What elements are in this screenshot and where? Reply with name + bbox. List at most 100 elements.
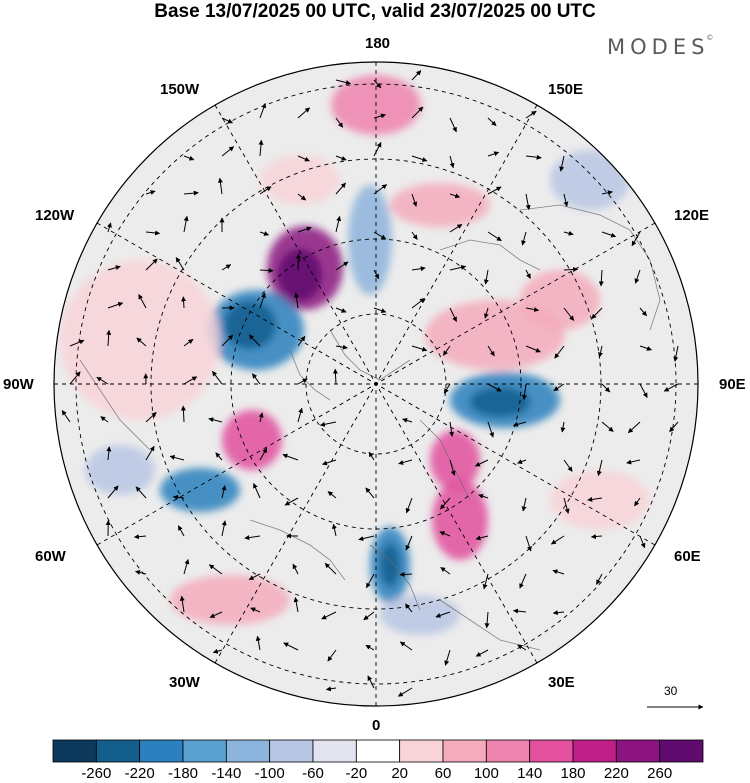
lon-label-120w: 120W bbox=[35, 207, 75, 224]
wind-vector bbox=[631, 231, 641, 247]
colorbar-swatch bbox=[355, 739, 401, 763]
wind-vector bbox=[335, 344, 348, 350]
wind-vector bbox=[183, 215, 189, 233]
wind-vector bbox=[405, 497, 413, 514]
anomaly-blob bbox=[85, 445, 155, 495]
anomaly-blob bbox=[60, 260, 220, 420]
wind-vector bbox=[513, 608, 527, 614]
wind-vector bbox=[449, 193, 461, 199]
anomaly-blob bbox=[390, 183, 490, 227]
wind-vector bbox=[368, 451, 375, 461]
wind-vector bbox=[363, 611, 375, 621]
colorbar-swatch bbox=[139, 739, 184, 763]
wind-vector bbox=[365, 644, 375, 651]
anomaly-blob bbox=[160, 468, 240, 512]
wind-vector bbox=[284, 497, 299, 506]
wind-vector bbox=[435, 611, 451, 618]
wind-vector bbox=[449, 459, 456, 476]
wind-vector bbox=[179, 595, 185, 613]
lon-label-0: 0 bbox=[372, 717, 381, 734]
colorbar-tick-label: -180 bbox=[167, 765, 199, 782]
wind-vector bbox=[563, 307, 575, 321]
wind-vector bbox=[517, 644, 527, 651]
wind-vector bbox=[335, 307, 347, 313]
wind-vector bbox=[221, 117, 233, 124]
wind-vector bbox=[487, 117, 497, 127]
wind-vector bbox=[297, 193, 307, 201]
wind-vector bbox=[335, 261, 349, 271]
wind-vector bbox=[483, 307, 489, 319]
anomaly-blob bbox=[550, 150, 630, 210]
colorbar-swatch bbox=[95, 739, 141, 763]
wind-vector bbox=[61, 410, 71, 423]
wind-vector bbox=[563, 266, 579, 272]
wind-vector bbox=[221, 334, 234, 347]
wind-vector bbox=[487, 383, 502, 392]
wind-vector bbox=[331, 523, 337, 537]
wind-vector bbox=[626, 459, 641, 465]
anomaly-blob bbox=[380, 595, 460, 635]
wind-vector bbox=[475, 649, 489, 657]
anomaly-blob bbox=[348, 185, 392, 295]
wind-vector bbox=[293, 597, 299, 613]
wind-vector bbox=[373, 142, 382, 157]
wind-vector bbox=[335, 215, 342, 233]
wind-vector bbox=[411, 266, 426, 272]
wind-vector bbox=[475, 535, 489, 541]
wind-vector bbox=[297, 407, 304, 423]
anomaly-blob bbox=[380, 543, 400, 587]
wind-vector bbox=[399, 641, 413, 651]
wind-vector bbox=[221, 520, 227, 537]
colorbar-tick-label: -20 bbox=[345, 765, 368, 782]
colorbar-swatch bbox=[182, 739, 227, 763]
wind-vector bbox=[365, 487, 375, 499]
wind-vector bbox=[639, 383, 648, 398]
wind-vector bbox=[601, 190, 613, 196]
colorbar-swatch bbox=[399, 739, 444, 763]
wind-vector bbox=[259, 447, 268, 461]
anomaly-blob bbox=[550, 470, 650, 530]
wind-vector bbox=[258, 412, 264, 423]
wind-vector bbox=[443, 383, 451, 394]
wind-vector bbox=[596, 573, 603, 585]
wind-vector bbox=[402, 418, 413, 423]
wind-vector bbox=[596, 459, 603, 477]
wind-vector bbox=[297, 155, 310, 162]
wind-vector bbox=[106, 446, 112, 461]
wind-vector bbox=[449, 421, 454, 437]
wind-vector bbox=[365, 573, 375, 589]
lon-label-150e: 150E bbox=[548, 81, 584, 98]
wind-vector bbox=[483, 269, 489, 285]
wind-vector bbox=[639, 345, 652, 351]
wind-vector bbox=[250, 607, 261, 613]
wind-vector bbox=[248, 334, 261, 347]
wind-vector bbox=[244, 535, 261, 541]
wind-vector bbox=[399, 571, 413, 577]
wind-vector bbox=[335, 182, 346, 195]
wind-vector bbox=[411, 155, 428, 162]
colorbar-tick-label: -220 bbox=[124, 765, 155, 782]
brand-mark: © bbox=[706, 34, 714, 42]
colorbar-swatch bbox=[442, 739, 487, 763]
colorbar-swatch bbox=[269, 739, 314, 763]
wind-vector bbox=[107, 222, 112, 233]
wind-vector bbox=[107, 265, 121, 271]
lon-label-90e: 90E bbox=[719, 376, 746, 393]
wind-vector bbox=[411, 298, 425, 309]
colorbar-tick-label: -60 bbox=[302, 765, 324, 782]
vector-scale-label: 30 bbox=[664, 684, 678, 698]
wind-vector bbox=[259, 292, 266, 309]
map-boundary bbox=[53, 61, 699, 707]
wind-vector bbox=[440, 497, 451, 510]
wind-vector bbox=[145, 230, 161, 236]
wind-vector bbox=[559, 155, 565, 172]
wind-vector bbox=[106, 329, 112, 347]
wind-vector bbox=[601, 421, 614, 432]
colorbar-swatch bbox=[225, 739, 271, 763]
wind-vector bbox=[138, 294, 147, 309]
wind-vector bbox=[221, 485, 227, 499]
wind-vector bbox=[373, 79, 382, 89]
wind-vector bbox=[598, 269, 604, 287]
colorbar-tick-label: -140 bbox=[211, 765, 242, 782]
wind-vector bbox=[145, 258, 158, 271]
